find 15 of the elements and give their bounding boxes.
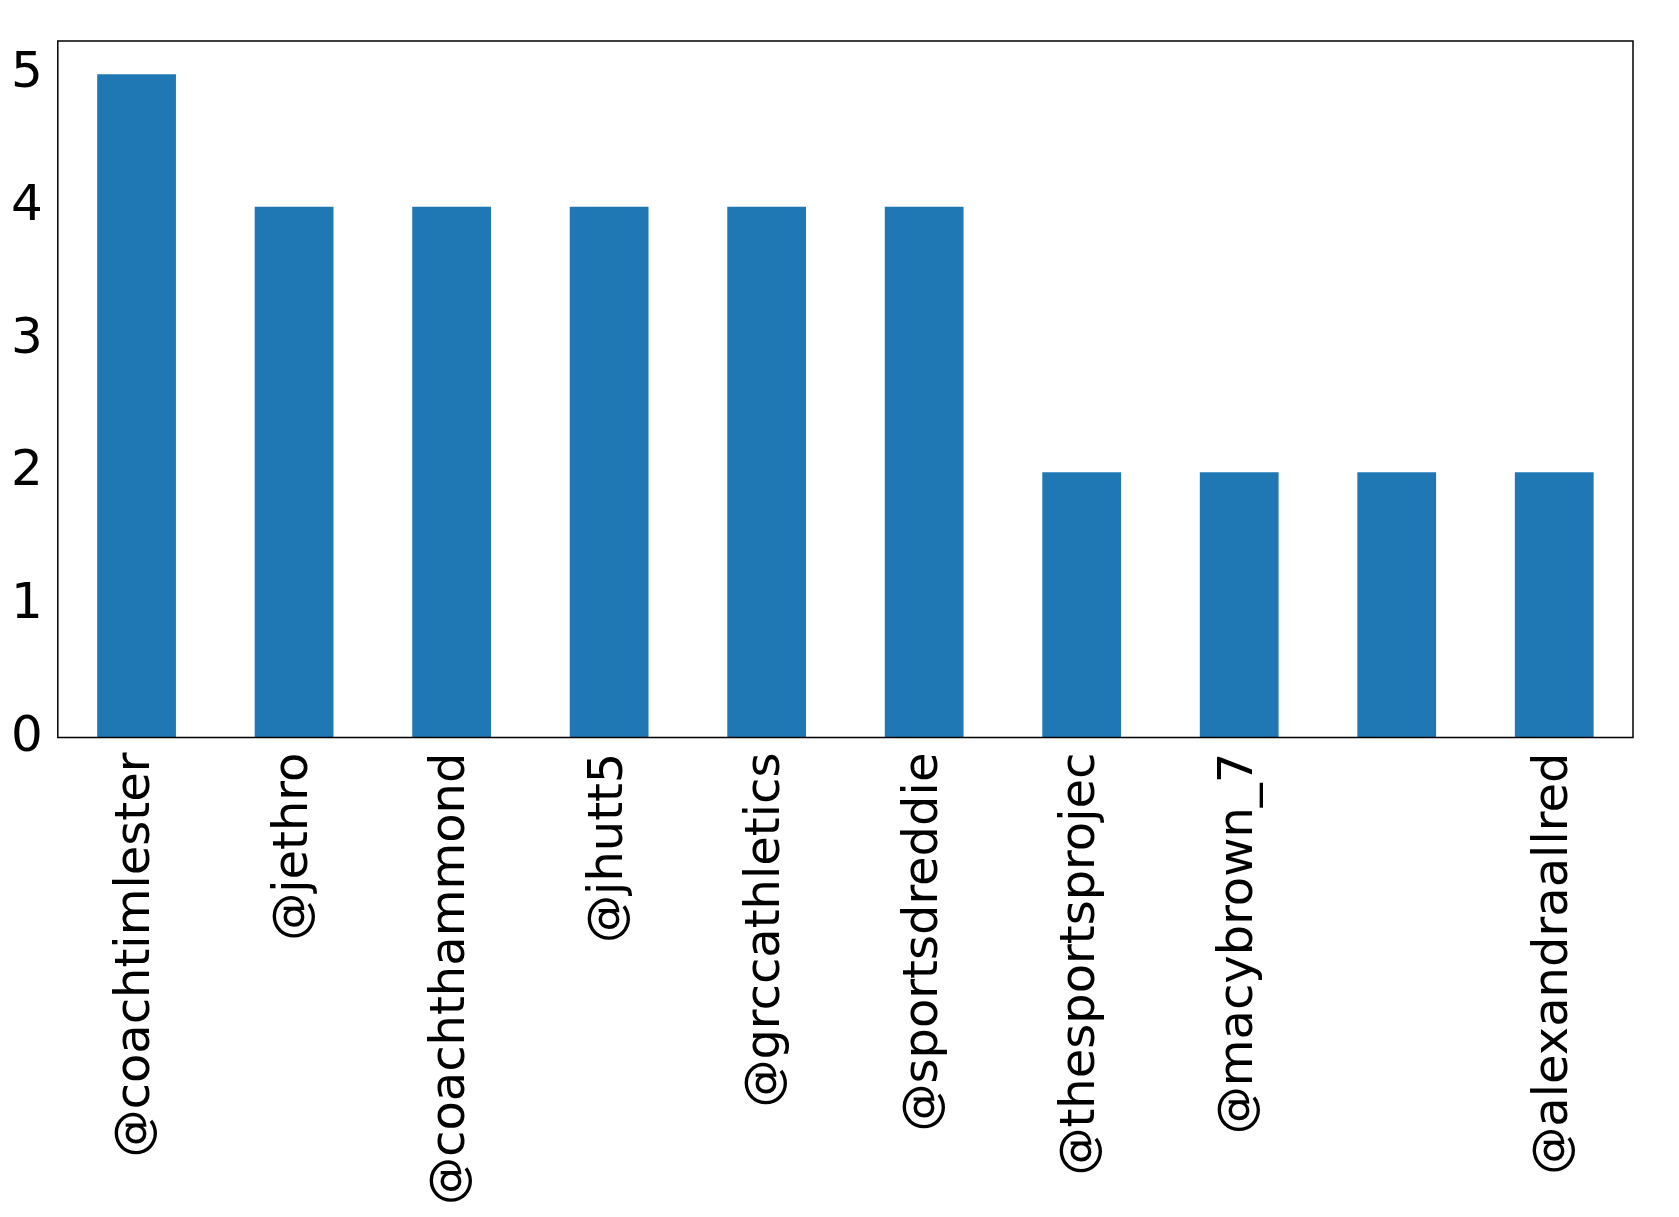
x-tick-label: @sportsdreddie bbox=[891, 752, 948, 1132]
y-tick-label: 4 bbox=[11, 173, 43, 232]
x-tick-label: @grccathletics bbox=[734, 752, 791, 1108]
x-tick-label: @macybrown_7 bbox=[1206, 752, 1263, 1135]
x-tick-label: @alexandraallred bbox=[1521, 752, 1578, 1175]
x-tick-label: @jhutt5 bbox=[576, 752, 633, 943]
y-tick-label: 1 bbox=[11, 571, 43, 630]
y-tick-label: 2 bbox=[11, 439, 43, 498]
y-tick-label: 3 bbox=[11, 306, 43, 365]
y-tick-label: 5 bbox=[11, 41, 43, 100]
x-tick-label: @thesportsprojec bbox=[1049, 752, 1106, 1176]
x-tick-label: @jethro bbox=[261, 752, 318, 941]
y-tick-label: 0 bbox=[11, 704, 43, 763]
x-tick-label: @coachthammond bbox=[419, 752, 476, 1206]
x-tick-label: @coachtimlester bbox=[104, 752, 161, 1158]
